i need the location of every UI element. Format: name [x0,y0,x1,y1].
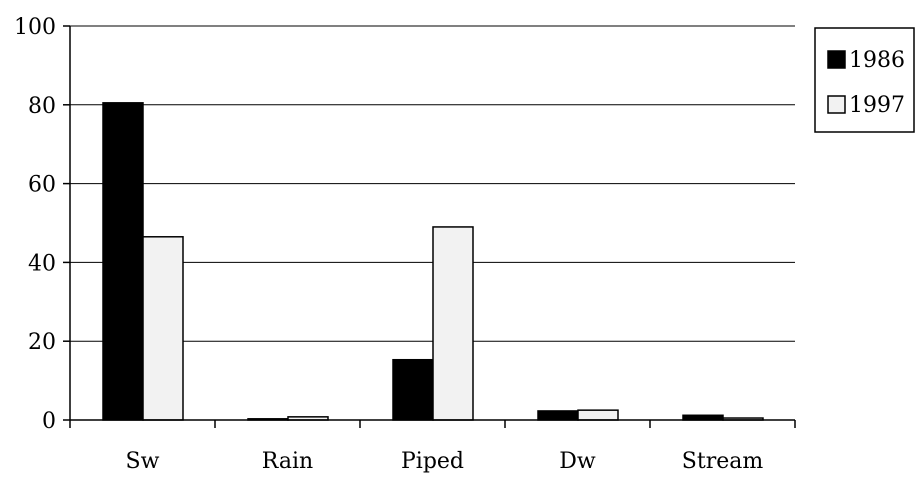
legend-label-1986: 1986 [849,48,905,73]
y-tick-label: 60 [28,173,56,198]
grid-layer [70,25,795,342]
legend-box [814,27,915,133]
x-category-label: Piped [401,449,464,474]
legend: 1986 1997 [814,27,915,133]
y-tick-label: 0 [42,409,56,434]
y-tick-label: 20 [28,330,56,355]
axis-layer: 0 20 40 60 80 100 Sw Rain Piped Dw Stream [14,15,796,474]
legend-swatch-1997 [827,95,846,114]
bar-piped-1986 [392,358,434,421]
x-category-label: Dw [559,449,596,474]
bar-sw-1986 [102,102,144,421]
bar-sw-1997 [142,236,184,421]
y-tick-label: 80 [28,94,56,119]
x-category-label: Stream [682,449,764,474]
y-tick-label: 40 [28,251,56,276]
y-tick-label: 100 [14,15,56,40]
x-category-label: Sw [126,449,160,474]
bars-layer [102,102,764,421]
x-category-label: Rain [262,449,313,474]
bar-dw-1986 [537,410,579,421]
bar-dw-1997 [577,409,619,421]
legend-swatch-1986 [827,50,846,69]
bar-piped-1997 [432,226,474,421]
legend-label-1997: 1997 [849,93,905,118]
